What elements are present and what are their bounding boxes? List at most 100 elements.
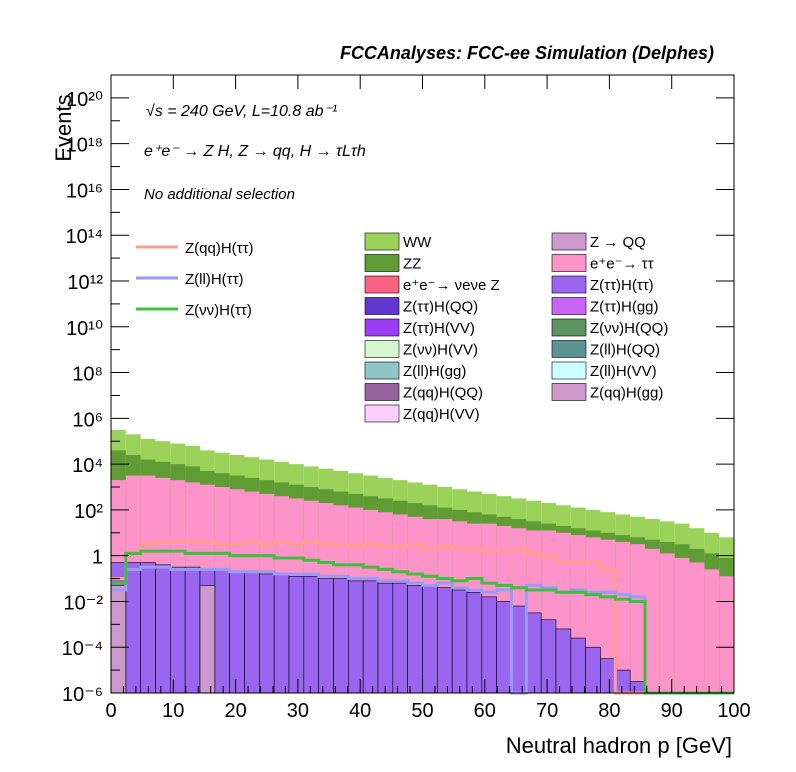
background-legend-label: Z(qq)H(VV) [403, 406, 480, 423]
y-tick-label: 10¹² [67, 272, 103, 294]
histogram-stack [110, 429, 734, 694]
y-tick-label: 10²⁰ [66, 89, 103, 111]
background-legend-label: ZZ [403, 256, 421, 273]
ztautau-htautau-bar [615, 669, 631, 694]
background-legend-swatch [364, 383, 400, 401]
ztautau-htautau-bar [288, 575, 305, 694]
background-legend-swatch [551, 383, 587, 401]
x-tick-label: 0 [105, 700, 116, 722]
ee-tautau-bar [659, 553, 675, 693]
z-qq-spike-bar [199, 585, 216, 694]
ztautau-htautau-bar [481, 596, 497, 694]
background-legend-swatch [364, 297, 400, 315]
ee-tautau-bar [719, 576, 734, 693]
ztautau-htautau-bar [600, 658, 616, 694]
ztautau-htautau-bar [348, 580, 364, 694]
background-legend-swatch [551, 297, 587, 315]
ztautau-htautau-bar [333, 578, 349, 694]
ztautau-htautau-bar [362, 580, 379, 694]
annotation-process: e⁺e⁻ → Z H, Z → qq, H → τLτh [144, 143, 366, 160]
ztautau-htautau-bar [214, 569, 230, 694]
ztautau-htautau-bar [422, 585, 438, 694]
signal-legend-label: Z(ll)H(ττ) [185, 271, 244, 288]
ee-tautau-bar [689, 562, 705, 693]
background-legend-label: e⁺e⁻→ ττ [590, 256, 654, 273]
ztautau-htautau-bar [555, 628, 572, 694]
background-legend-swatch [364, 361, 400, 380]
x-tick-label: 30 [287, 700, 309, 722]
background-legend-label: Z(qq)H(gg) [590, 385, 663, 402]
annotation-energy: √s = 240 GeV, L=10.8 ab⁻¹ [146, 103, 337, 120]
y-tick-label: 10⁸ [72, 364, 103, 386]
background-legend-swatch [364, 232, 400, 251]
signal-legend-label: Z(qq)H(ττ) [185, 240, 254, 257]
ztautau-htautau-bar [273, 573, 290, 694]
x-tick-label: 90 [661, 700, 683, 722]
ee-tautau-bar [674, 557, 690, 693]
ztautau-htautau-bar [155, 564, 171, 694]
x-tick-label: 10 [162, 700, 184, 722]
ee-tautau-bar [615, 541, 631, 693]
ztautau-htautau-bar [570, 637, 586, 694]
background-legend-swatch [551, 318, 587, 337]
y-tick-label: 10² [74, 501, 103, 523]
annotation-selection: No additional selection [144, 186, 295, 203]
x-tick-label: 100 [717, 700, 750, 722]
background-legend-swatch [364, 254, 400, 272]
y-tick-label: 10⁴ [72, 455, 103, 477]
background-legend-swatch [364, 318, 400, 337]
ztautau-htautau-bar [511, 605, 527, 694]
background-legend-swatch [551, 254, 587, 272]
background-legend-label: WW [403, 234, 432, 251]
x-tick-label: 60 [474, 700, 496, 722]
ztautau-htautau-bar [451, 589, 468, 694]
background-legend-swatch [364, 275, 400, 294]
chart-title: FCCAnalyses: FCC-ee Simulation (Delphes) [340, 43, 714, 63]
signal-legend-label: Z(νν)H(ττ) [185, 302, 252, 319]
background-legend-label: Z(ττ)H(VV) [403, 320, 475, 337]
background-legend-label: Z(ll)H(VV) [590, 363, 657, 380]
ztautau-htautau-bar [585, 646, 601, 694]
background-legend-swatch [364, 340, 400, 358]
ztautau-htautau-bar [466, 591, 483, 694]
signal-lines [111, 540, 734, 695]
ztautau-htautau-bar [184, 566, 201, 694]
y-tick-label: 1 [92, 547, 103, 569]
background-legend-label: Z(ll)H(gg) [403, 363, 466, 380]
ztautau-htautau-bar [125, 562, 141, 694]
background-legend-label: Z(ττ)H(gg) [590, 299, 659, 316]
background-legend-swatch [551, 361, 587, 380]
x-tick-label: 70 [536, 700, 558, 722]
x-axis-label: Neutral hadron p [GeV] [506, 733, 732, 758]
background-legend-swatch [551, 340, 587, 358]
background-legend-label: Z(ll)H(QQ) [590, 342, 660, 359]
ee-tautau-bar [600, 539, 616, 693]
y-tick-label: 10¹⁸ [66, 135, 103, 157]
signal-legend: Z(qq)H(ττ) Z(ll)H(ττ) Z(νν)H(ττ) [136, 240, 254, 319]
signal-znunu-htautau-line [111, 549, 734, 695]
background-legend: WW ZZ e⁺e⁻→ νeνe Z Z(ττ)H(QQ) Z(ττ)H(VV) Z(νν… [364, 232, 668, 423]
background-legend-label: Z(ττ)H(QQ) [403, 299, 478, 316]
ee-tautau-bar [630, 544, 645, 693]
ztautau-htautau-bar [407, 585, 423, 694]
y-axis-label: Events [51, 94, 76, 161]
background-legend-swatch [551, 275, 587, 294]
ztautau-htautau-bar [540, 619, 557, 694]
ztautau-htautau-bar [496, 601, 512, 694]
y-tick-label: 10⁶ [73, 409, 103, 431]
ztautau-htautau-bar [377, 582, 394, 694]
y-tick-label: 10⁻⁶ [62, 684, 103, 706]
x-tick-label: 50 [411, 700, 433, 722]
ztautau-htautau-bar [392, 582, 408, 694]
background-legend-label: Z(ττ)H(ττ) [590, 277, 654, 294]
ztautau-htautau-bar [629, 681, 646, 694]
background-legend-swatch [551, 232, 587, 251]
y-tick-label: 10¹⁰ [66, 318, 103, 340]
ztautau-htautau-bar [526, 612, 542, 694]
y-tick-label: 10⁻⁴ [62, 638, 103, 660]
x-tick-label: 40 [349, 700, 371, 722]
background-legend-label: Z(νν)H(VV) [403, 342, 478, 359]
x-tick-label: 80 [598, 700, 620, 722]
background-legend-label: e⁺e⁻→ νeνe Z [403, 277, 500, 294]
